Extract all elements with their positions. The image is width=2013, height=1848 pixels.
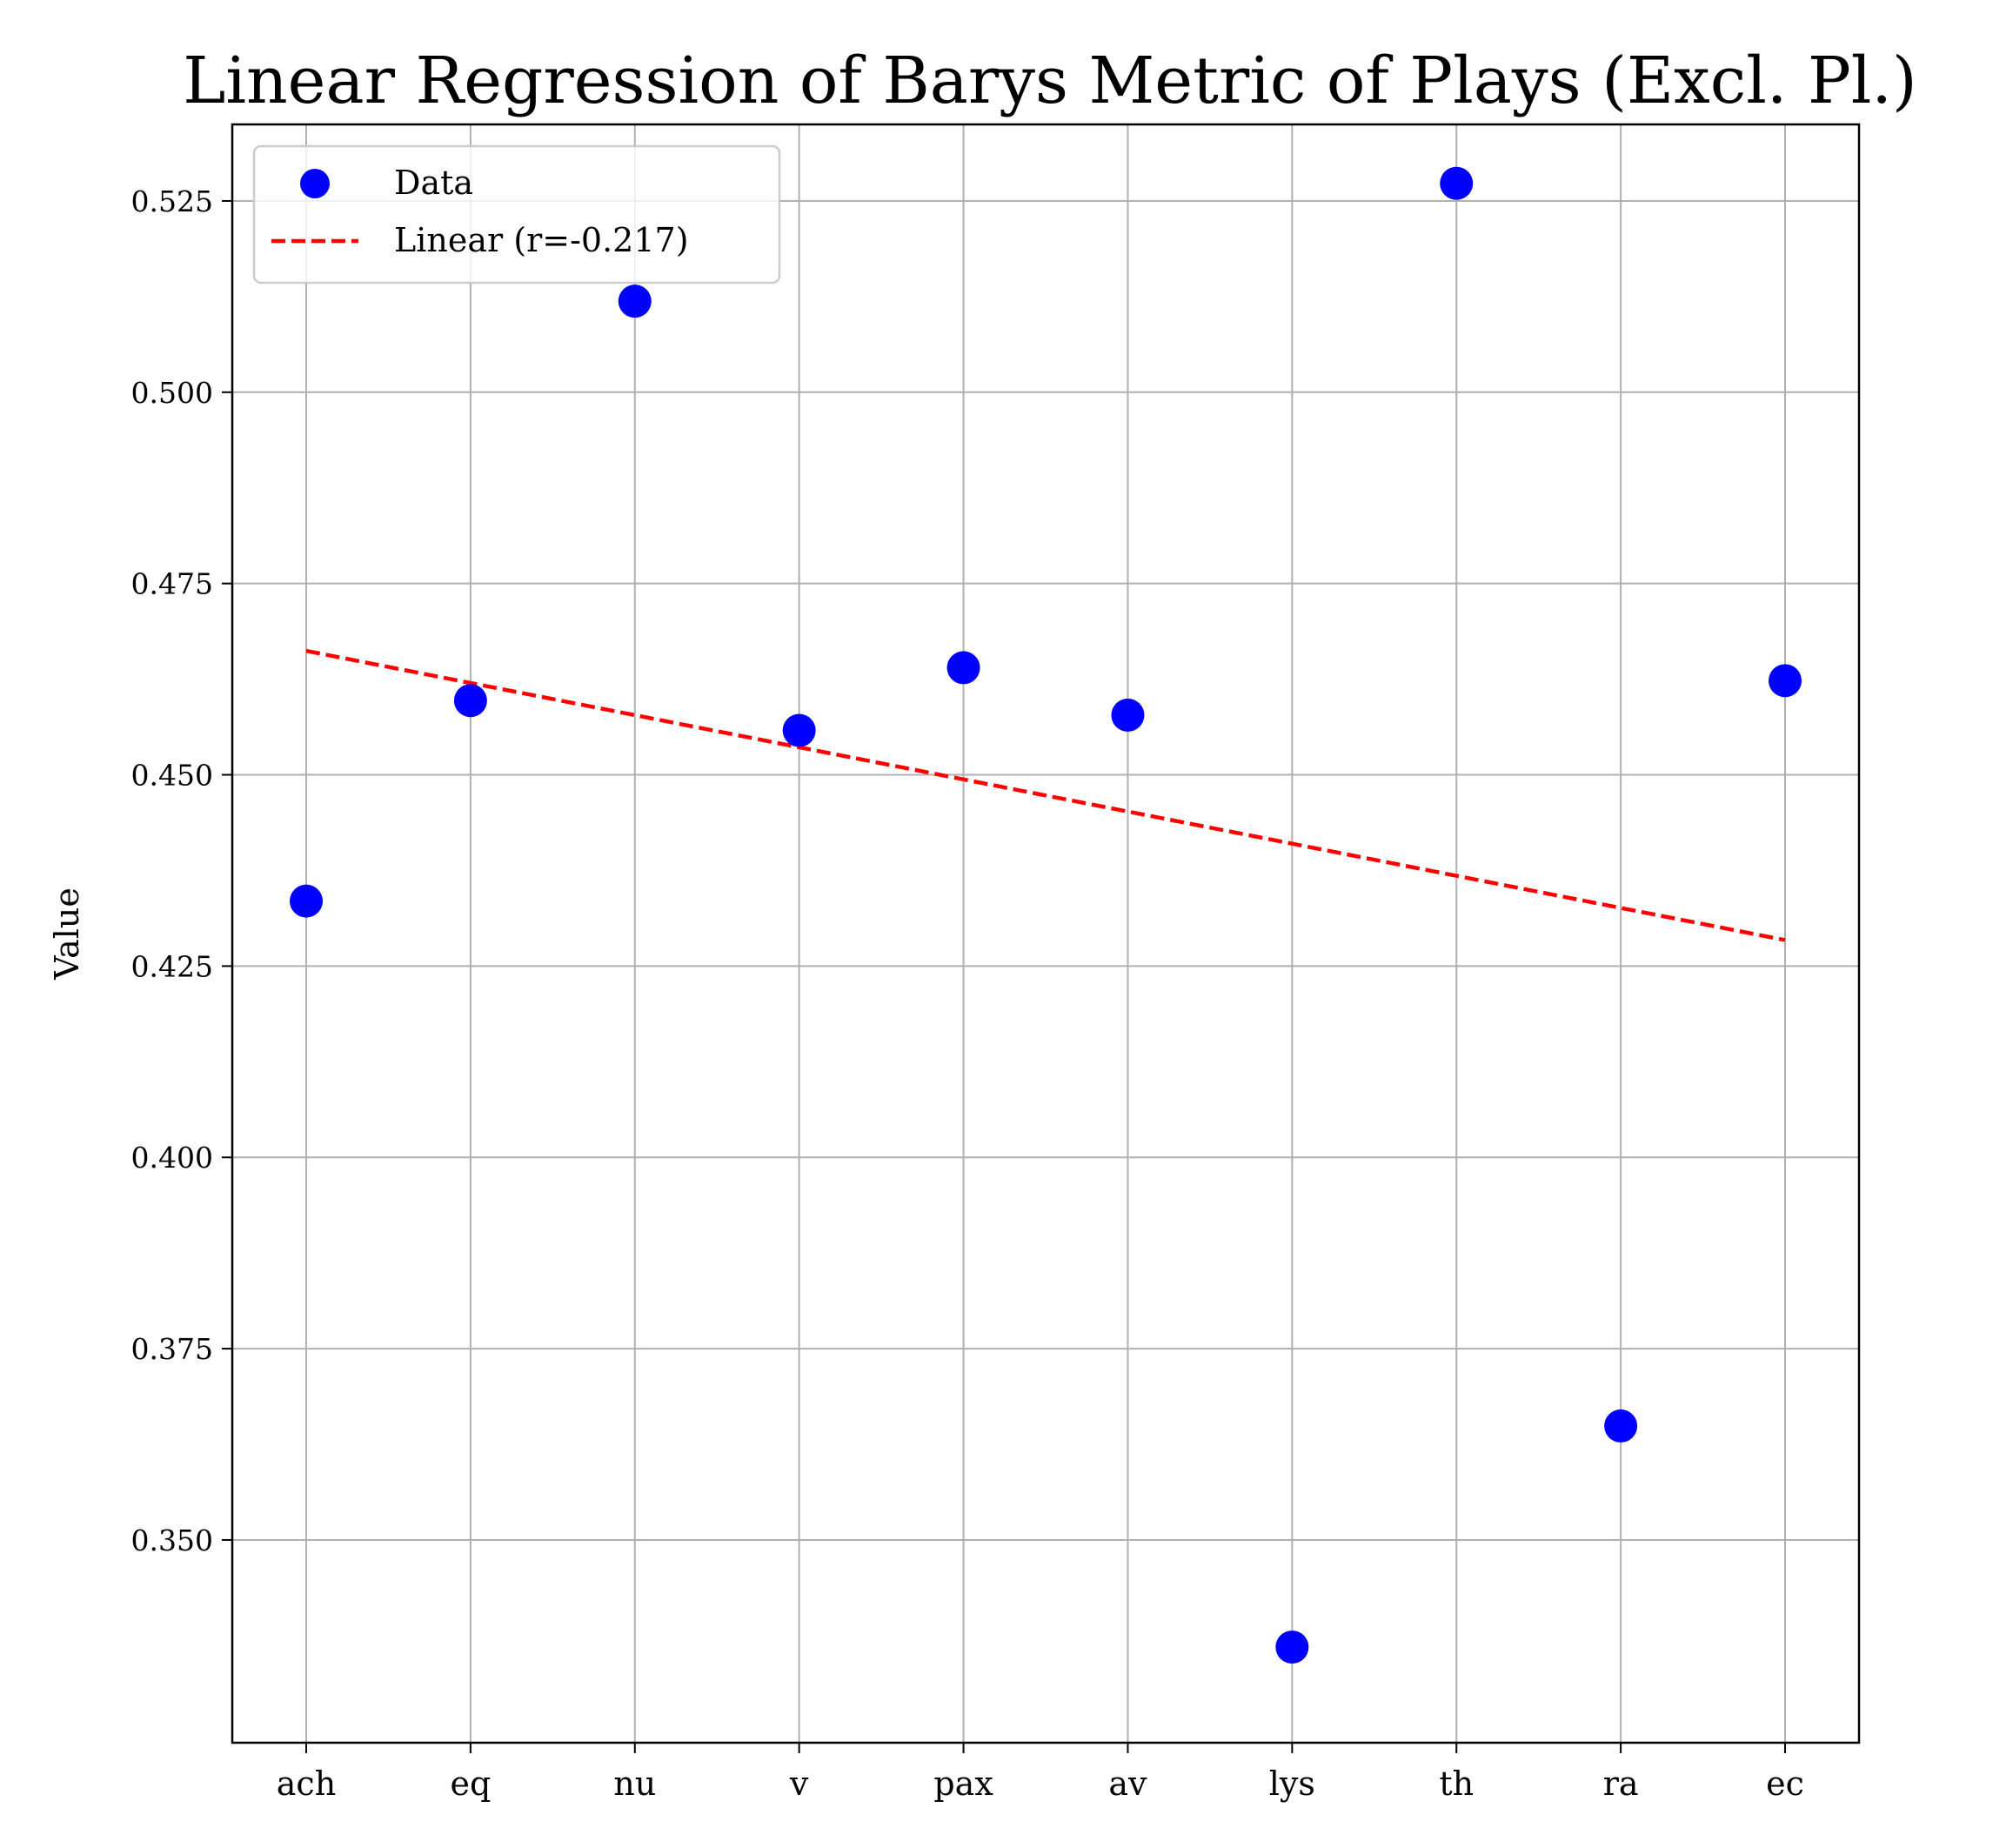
y-tick-label: 0.450 [131,759,213,793]
data-point-ach [290,884,323,918]
legend-label-line: Linear (r=-0.217) [394,221,689,259]
y-axis: 0.350 0.375 0.400 0.425 0.450 0.475 0.500 0.525 [131,184,232,1557]
legend-marker-data [300,169,330,198]
regression-line-group [305,648,1786,942]
x-tick-label: ra [1603,1764,1639,1803]
data-point-pax [946,651,980,685]
y-axis-label: Value [48,887,86,981]
x-tick-label: nu [613,1764,656,1803]
y-tick-label: 0.525 [131,184,213,218]
data-point-ec [1769,664,1802,698]
x-axis: ach eq nu v pax av lys th ra ec [277,1743,1804,1803]
x-tick-label: av [1108,1764,1147,1803]
y-tick-label: 0.375 [131,1332,213,1366]
data-point-th [1440,166,1474,200]
x-tick-label: v [789,1764,809,1803]
data-point-v [782,713,816,747]
x-tick-label: eq [450,1764,491,1803]
y-tick-label: 0.350 [131,1523,213,1557]
grid-lines [232,124,1859,1743]
x-tick-label: th [1439,1764,1474,1803]
data-point-nu [618,285,652,318]
data-point-lys [1275,1630,1309,1664]
x-tick-label: ach [277,1764,336,1803]
data-point-av [1111,698,1145,732]
data-point-eq [453,684,487,718]
x-tick-label: pax [933,1764,993,1803]
scatter-points [290,166,1802,1664]
regression-line [305,648,1786,942]
legend-box [252,144,781,285]
y-tick-label: 0.475 [131,567,213,601]
legend: Data Linear (r=-0.217) [252,144,781,285]
chart-title: Linear Regression of Barys Metric of Pla… [183,44,1917,118]
legend-label-data: Data [394,164,473,202]
y-tick-label: 0.400 [131,1141,213,1175]
x-tick-label: lys [1269,1764,1315,1803]
plot-area-frame [231,123,1861,1744]
y-tick-label: 0.425 [131,949,213,983]
x-tick-label: ec [1766,1764,1804,1803]
y-tick-label: 0.500 [131,376,213,410]
data-point-ra [1604,1409,1638,1443]
